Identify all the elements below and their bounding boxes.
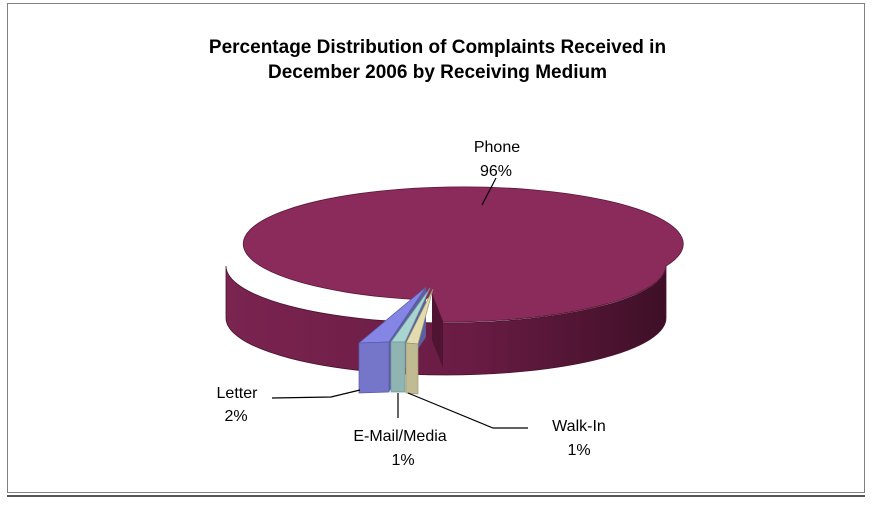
slice-label-walkin-name: Walk-In [552, 418, 606, 435]
slice-label-email-name: E-Mail/Media [353, 428, 446, 445]
slice-label-walkin-value: 1% [567, 442, 590, 459]
slice-label-letter-value: 2% [224, 408, 247, 425]
chart-title-line-2: December 2006 by Receiving Medium [268, 62, 607, 83]
slice-label-email-value: 1% [391, 452, 414, 469]
leader-line-letter [271, 389, 361, 399]
slice-label-phone-name: Phone [474, 139, 520, 156]
slice-label-phone-value: 96% [480, 163, 512, 180]
leader-line-phone [481, 177, 497, 206]
slice-label-letter-name: Letter [217, 385, 259, 402]
pie-slice-phone-cut-wall [432, 294, 443, 368]
pie-slice-walkin-side [405, 342, 419, 395]
leader-line-walkin [407, 392, 528, 429]
pie-slice-letter-side [358, 341, 390, 394]
bottom-rule [7, 495, 865, 497]
pie-slice-phone [242, 186, 684, 323]
chart-title-line-1: Percentage Distribution of Complaints Re… [208, 37, 667, 58]
pie-slice-phone-side [225, 265, 667, 376]
pie-slice-email-side [390, 341, 406, 393]
